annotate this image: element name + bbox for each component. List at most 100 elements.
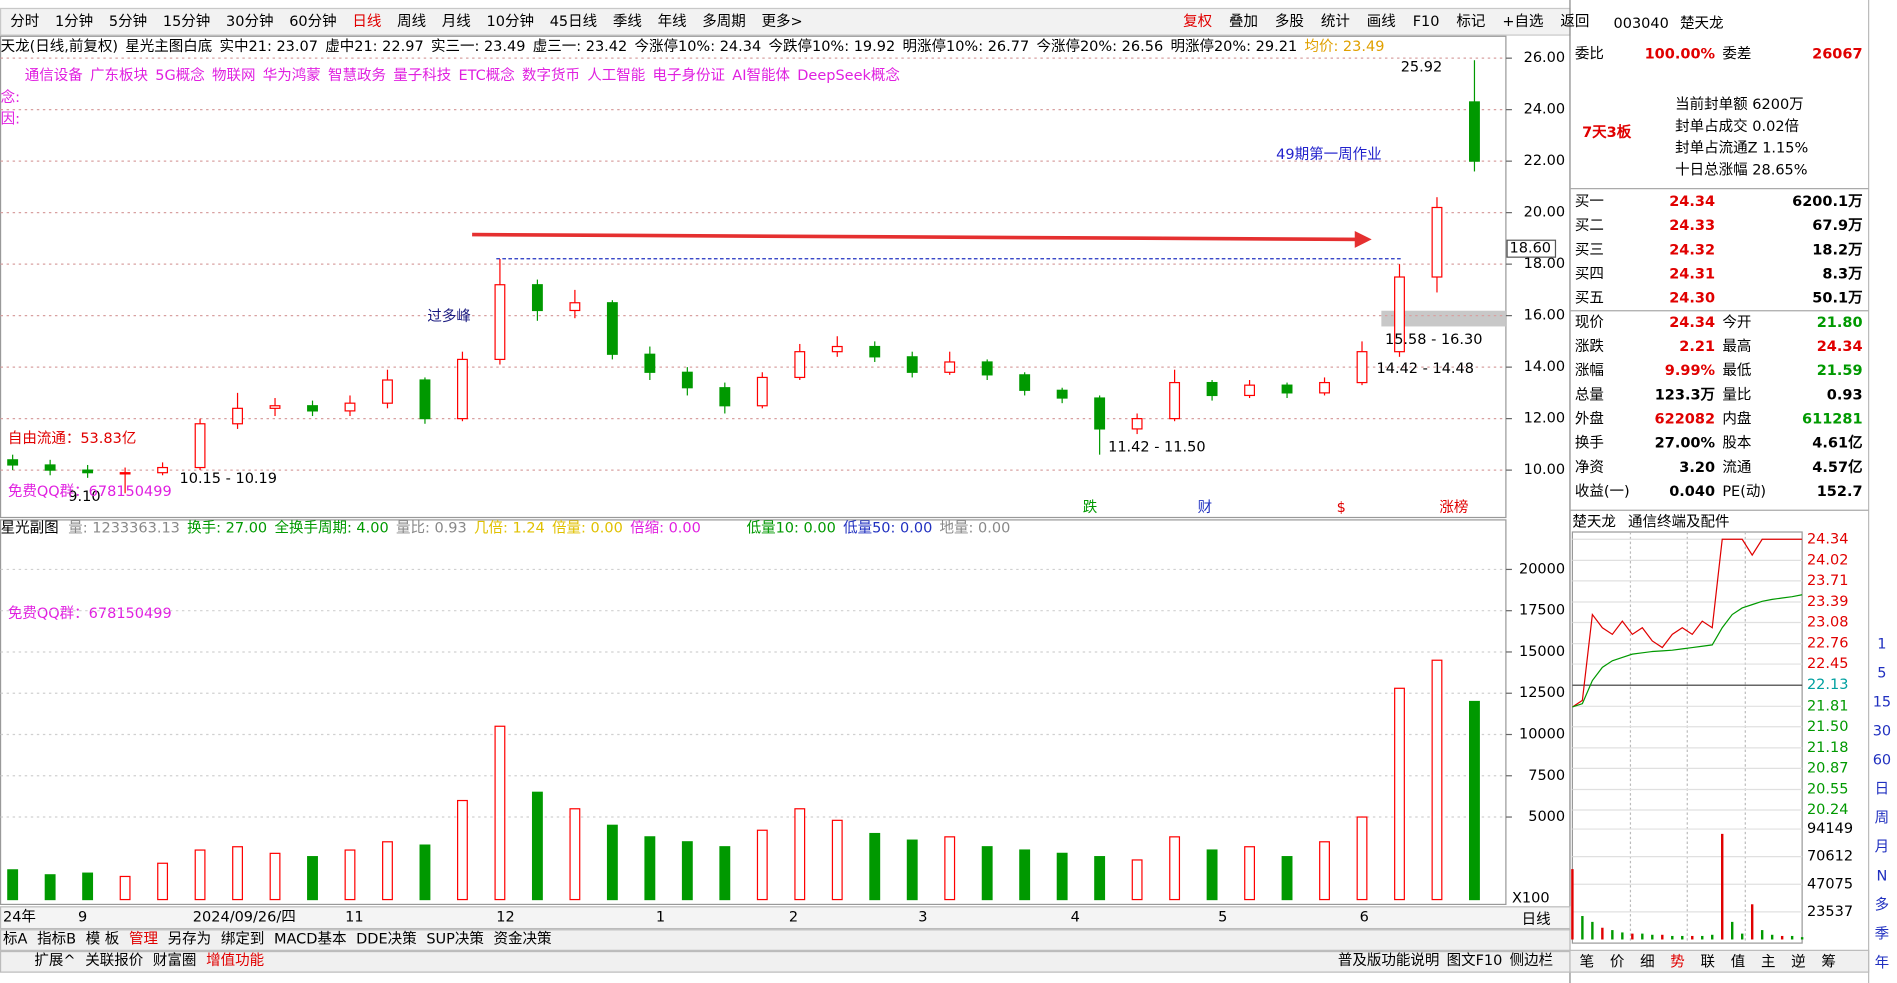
volume-bar: [7, 869, 19, 901]
annotation: 49期第一周作业: [1276, 145, 1381, 163]
toolbar-tab[interactable]: 周线: [397, 13, 426, 30]
period-button[interactable]: 30: [1873, 724, 1891, 740]
toolbar-button[interactable]: 标记: [1456, 13, 1485, 30]
toolbar-tab[interactable]: 15分钟: [163, 13, 210, 30]
toolbar-button[interactable]: 叠加: [1229, 13, 1258, 30]
bottom-tab-2[interactable]: 扩展^: [34, 952, 75, 969]
volume-bar: [681, 841, 693, 901]
period-button[interactable]: 季: [1875, 926, 1890, 943]
stat-value: 2.21: [1679, 339, 1715, 355]
period-button[interactable]: 15: [1873, 694, 1891, 710]
bottom-tab[interactable]: 模 板: [86, 929, 120, 947]
quote-tab[interactable]: 联: [1701, 953, 1716, 970]
bottom-tab[interactable]: 另存为: [168, 930, 212, 947]
toolbar-tab[interactable]: 10分钟: [487, 13, 534, 30]
toolbar-button[interactable]: 多股: [1275, 13, 1304, 30]
toolbar-tab[interactable]: 多周期: [702, 13, 746, 30]
quote-tab[interactable]: 主: [1761, 953, 1775, 970]
toolbar-tab[interactable]: 季线: [613, 13, 642, 30]
bottom-tab[interactable]: SUP决策: [426, 930, 484, 947]
event-marker[interactable]: 财: [1198, 499, 1213, 516]
toolbar-button[interactable]: +自选: [1502, 13, 1543, 30]
concept-tag[interactable]: 量子科技: [393, 67, 451, 84]
toolbar-tab[interactable]: 更多>: [762, 13, 803, 30]
book-volume: 6200.1万: [1792, 193, 1862, 210]
quote-tab[interactable]: 笔: [1580, 953, 1595, 970]
y-tick-label: 20000: [1519, 561, 1565, 577]
toolbar-tab[interactable]: 月线: [442, 13, 471, 30]
concept-tag[interactable]: DeepSeek概念: [797, 66, 900, 84]
event-marker[interactable]: $: [1337, 500, 1346, 516]
book-label: 买一: [1575, 193, 1604, 210]
quote-tab[interactable]: 势: [1670, 953, 1685, 970]
concept-tag[interactable]: 通信设备: [25, 67, 83, 84]
toolbar-tab[interactable]: 45日线: [550, 13, 597, 30]
volume-bar: [1431, 659, 1443, 901]
period-button[interactable]: 周: [1875, 811, 1890, 827]
toolbar-tab[interactable]: 年线: [658, 13, 687, 30]
quote-tab[interactable]: 筹: [1821, 953, 1836, 970]
bottom-tab[interactable]: MACD基本: [274, 930, 346, 947]
period-button[interactable]: 多: [1875, 897, 1890, 914]
bottom-tab[interactable]: 指标B: [37, 930, 76, 947]
toolbar-tab[interactable]: 日线: [352, 13, 381, 30]
toolbar-button[interactable]: 复权: [1183, 12, 1212, 30]
bottom-tab[interactable]: 资金决策: [494, 930, 552, 947]
bottom-tab-2[interactable]: 关联报价: [85, 952, 143, 969]
bottom-tab[interactable]: 绑定到: [221, 930, 265, 947]
stat-label: 涨幅: [1575, 362, 1604, 379]
quote-tab[interactable]: 价: [1610, 954, 1625, 970]
toolbar-tab[interactable]: 60分钟: [289, 13, 336, 30]
toolbar-button[interactable]: F10: [1413, 14, 1440, 30]
y-tick-label: 47075: [1807, 876, 1853, 892]
bottom-tab[interactable]: 日线: [1522, 911, 1551, 928]
concept-tag[interactable]: 智慧政务: [328, 67, 386, 84]
concept-tag[interactable]: AI智能体: [732, 67, 790, 84]
concept-tag[interactable]: 物联网: [212, 67, 256, 84]
quote-tab[interactable]: 逆: [1791, 953, 1806, 970]
volume-bar: [606, 824, 618, 901]
period-button[interactable]: 5: [1877, 665, 1886, 681]
bottom-tab[interactable]: DDE决策: [356, 930, 417, 947]
toolbar-button[interactable]: 返回: [1560, 13, 1589, 30]
event-marker[interactable]: 跌: [1083, 499, 1098, 516]
bottom-tab[interactable]: 标A: [3, 930, 27, 947]
stat-value: 3.20: [1679, 460, 1715, 476]
period-button[interactable]: 日: [1875, 782, 1890, 798]
concept-tag[interactable]: 广东板块: [90, 66, 148, 84]
concept-tag[interactable]: ETC概念: [458, 66, 514, 84]
volume-bar: [119, 875, 131, 901]
concept-tag[interactable]: 华为鸿蒙: [263, 67, 321, 84]
bottom-tab-2[interactable]: 增值功能: [206, 952, 264, 969]
bottom-tab-2[interactable]: 财富圈: [153, 951, 197, 969]
concept-tag[interactable]: 5G概念: [155, 66, 204, 84]
concept-tag[interactable]: 人工智能: [587, 67, 645, 84]
period-button[interactable]: N: [1876, 869, 1887, 885]
y-tick-label: 10000: [1519, 727, 1565, 743]
toolbar-tab[interactable]: 分时: [10, 13, 39, 30]
concept-tag[interactable]: 电子身份证: [653, 67, 726, 84]
period-button[interactable]: 月: [1875, 840, 1890, 856]
toolbar-button[interactable]: 统计: [1321, 13, 1350, 30]
stat-label: 内盘: [1722, 410, 1751, 428]
date-label: 3: [918, 910, 927, 926]
period-button[interactable]: 60: [1873, 753, 1891, 769]
quote-tab[interactable]: 细: [1640, 953, 1655, 970]
bottom-tab[interactable]: 管理: [129, 930, 158, 947]
bottom-tab-right[interactable]: 侧边栏: [1510, 952, 1554, 969]
toolbar-tab[interactable]: 30分钟: [226, 13, 273, 30]
toolbar-button[interactable]: 画线: [1367, 13, 1396, 30]
toolbar-tab[interactable]: 1分钟: [55, 13, 93, 30]
bottom-tab-right[interactable]: 图文F10: [1447, 952, 1503, 969]
y-tick-label: 24.34: [1807, 531, 1849, 547]
volume-bar: [644, 836, 656, 901]
period-button[interactable]: 年: [1875, 955, 1890, 972]
event-marker[interactable]: 涨榜: [1439, 499, 1468, 516]
header-item: 今跌停10%: 19.92: [768, 38, 895, 55]
quote-tab[interactable]: 值: [1731, 953, 1746, 970]
toolbar-tab[interactable]: 5分钟: [109, 13, 147, 30]
concept-tag[interactable]: 数字货币: [522, 67, 580, 84]
period-button[interactable]: 1: [1877, 636, 1886, 652]
bottom-tab-right[interactable]: 普及版功能说明: [1338, 952, 1439, 969]
